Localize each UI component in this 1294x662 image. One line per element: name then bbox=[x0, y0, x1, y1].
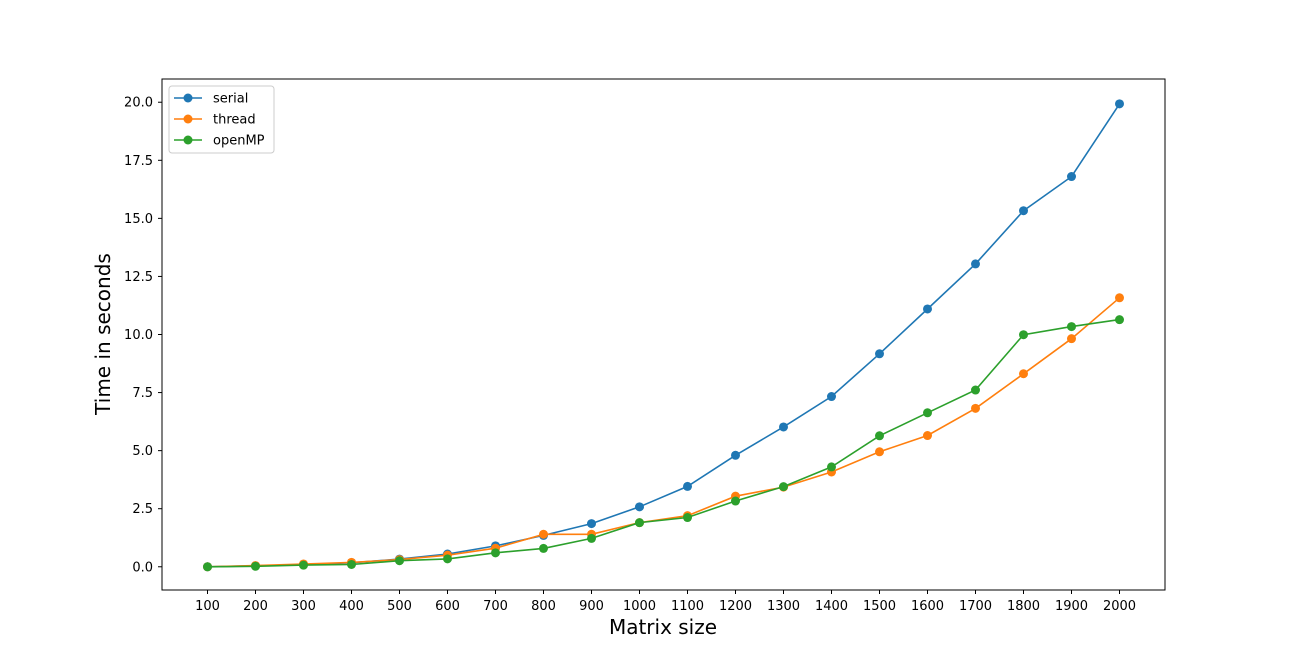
x-tick-label: 200 bbox=[243, 599, 268, 614]
data-point-openMP bbox=[875, 431, 884, 441]
data-point-serial bbox=[875, 349, 884, 359]
y-tick-label: 7.5 bbox=[132, 386, 153, 401]
data-point-serial bbox=[635, 502, 644, 512]
data-point-serial bbox=[779, 422, 788, 432]
x-tick-label: 400 bbox=[339, 599, 364, 614]
x-tick-label: 1600 bbox=[911, 599, 944, 614]
legend-label-openMP: openMP bbox=[213, 134, 265, 149]
data-point-serial bbox=[923, 304, 932, 314]
data-point-thread bbox=[875, 447, 884, 457]
x-tick-label: 1500 bbox=[863, 599, 896, 614]
y-tick-label: 10.0 bbox=[124, 328, 153, 343]
data-point-thread bbox=[1019, 369, 1028, 379]
series-group bbox=[203, 99, 1124, 572]
data-point-thread bbox=[971, 403, 980, 413]
x-tick-label: 1200 bbox=[719, 599, 752, 614]
y-tick-label: 12.5 bbox=[124, 270, 153, 285]
x-tick-label: 1300 bbox=[767, 599, 800, 614]
data-point-serial bbox=[683, 481, 692, 491]
data-point-openMP bbox=[395, 556, 404, 566]
x-tick-label: 1700 bbox=[959, 599, 992, 614]
x-axis-title: Matrix size bbox=[609, 615, 717, 639]
data-point-serial bbox=[1115, 99, 1124, 109]
legend-box bbox=[168, 85, 275, 154]
data-point-serial bbox=[971, 259, 980, 269]
x-tick-label: 1100 bbox=[671, 599, 704, 614]
x-tick-label: 600 bbox=[435, 599, 460, 614]
data-point-openMP bbox=[587, 533, 596, 543]
legend-marker-serial bbox=[183, 93, 193, 103]
x-tick-label: 1000 bbox=[623, 599, 656, 614]
data-point-openMP bbox=[251, 561, 260, 571]
data-point-openMP bbox=[203, 562, 212, 572]
data-point-serial bbox=[827, 392, 836, 402]
y-tick-label: 5.0 bbox=[132, 444, 153, 459]
x-tick-label: 800 bbox=[531, 599, 556, 614]
y-tick-label: 15.0 bbox=[124, 212, 153, 227]
data-point-openMP bbox=[1067, 322, 1076, 332]
data-point-serial bbox=[587, 519, 596, 529]
data-point-serial bbox=[1019, 206, 1028, 216]
x-axis: 100 200 300 400 500 600 700 800 900 1000 1100 1200 1… bbox=[195, 590, 1136, 614]
y-tick-label: 17.5 bbox=[124, 154, 153, 169]
data-point-thread bbox=[539, 529, 548, 539]
data-point-openMP bbox=[1115, 315, 1124, 325]
data-point-openMP bbox=[299, 560, 308, 570]
x-tick-label: 700 bbox=[483, 599, 508, 614]
x-tick-label: 300 bbox=[291, 599, 316, 614]
legend-marker-openMP bbox=[183, 135, 193, 145]
data-point-openMP bbox=[731, 496, 740, 506]
data-point-openMP bbox=[779, 482, 788, 492]
x-tick-label: 2000 bbox=[1103, 599, 1136, 614]
x-tick-label: 1800 bbox=[1007, 599, 1040, 614]
legend: serial thread openMP bbox=[168, 85, 275, 154]
x-tick-label: 100 bbox=[195, 599, 220, 614]
x-tick-label: 900 bbox=[579, 599, 604, 614]
data-point-serial bbox=[1067, 172, 1076, 182]
y-axis-title: Time in seconds bbox=[91, 253, 115, 416]
data-point-openMP bbox=[1019, 330, 1028, 340]
data-point-openMP bbox=[491, 548, 500, 558]
data-point-thread bbox=[1115, 293, 1124, 303]
data-point-openMP bbox=[923, 408, 932, 418]
series-line-openMP bbox=[207, 318, 1120, 568]
x-tick-label: 1400 bbox=[815, 599, 848, 614]
y-axis: 0.0 2.5 5.0 7.5 10.0 12.5 15.0 17.5 20.0 bbox=[124, 96, 162, 575]
y-tick-label: 20.0 bbox=[124, 96, 153, 111]
data-point-openMP bbox=[683, 513, 692, 523]
data-point-openMP bbox=[347, 559, 356, 569]
data-point-openMP bbox=[635, 518, 644, 528]
x-tick-label: 500 bbox=[387, 599, 412, 614]
data-point-openMP bbox=[443, 554, 452, 564]
x-tick-label: 1900 bbox=[1055, 599, 1088, 614]
data-point-openMP bbox=[539, 543, 548, 553]
data-point-thread bbox=[923, 431, 932, 441]
data-point-thread bbox=[1067, 334, 1076, 344]
legend-marker-thread bbox=[183, 114, 193, 124]
legend-label-thread: thread bbox=[213, 113, 256, 128]
data-point-serial bbox=[731, 450, 740, 460]
y-tick-label: 2.5 bbox=[132, 502, 153, 517]
series-line-thread bbox=[207, 297, 1121, 568]
plot-area bbox=[161, 78, 1166, 591]
legend-label-serial: serial bbox=[213, 92, 248, 107]
data-point-openMP bbox=[827, 462, 836, 472]
data-point-openMP bbox=[971, 385, 980, 395]
y-tick-label: 0.0 bbox=[132, 560, 153, 575]
